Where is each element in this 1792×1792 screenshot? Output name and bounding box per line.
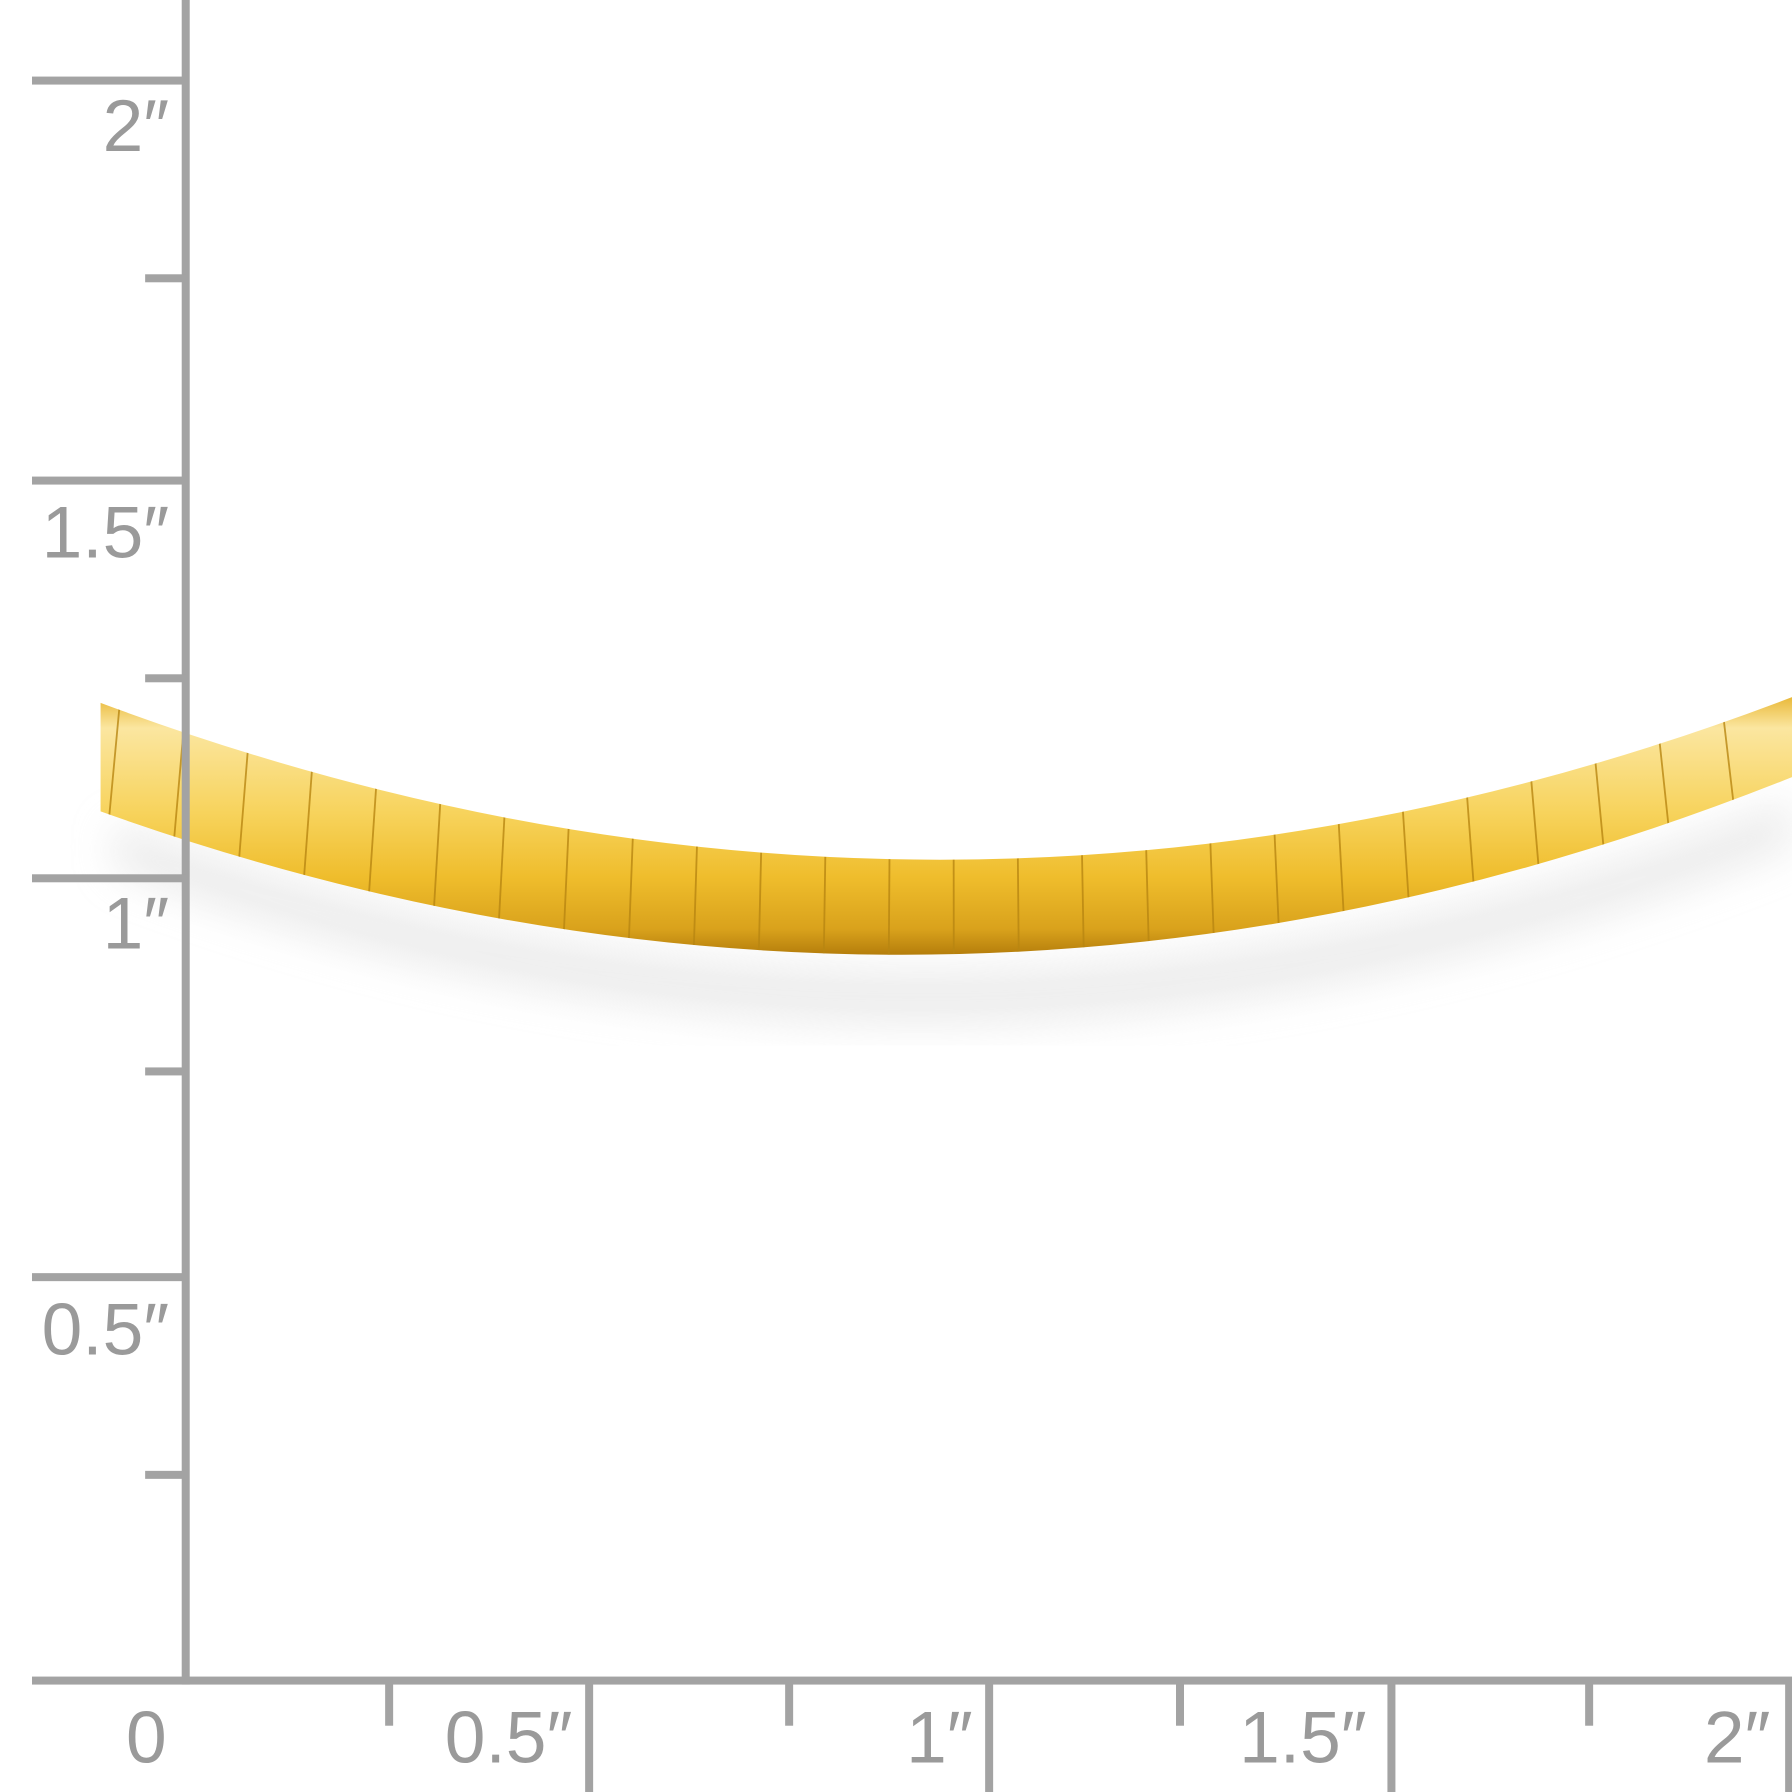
necklace-link-line xyxy=(303,770,313,877)
ruler-label: 2″ xyxy=(1704,1697,1771,1778)
ruler-major-tick xyxy=(985,1680,994,1792)
ruler-minor-tick xyxy=(1176,1680,1184,1726)
necklace-link-line xyxy=(1594,762,1605,846)
ruler-major-tick xyxy=(1387,1680,1396,1792)
ruler-major-tick xyxy=(32,874,187,883)
ruler-label: 0 xyxy=(126,1697,167,1778)
ruler-minor-tick xyxy=(145,274,187,283)
necklace-link-line xyxy=(1722,720,1735,802)
necklace-link-line xyxy=(1466,796,1475,883)
necklace-link-line xyxy=(498,817,506,920)
ruler-minor-tick xyxy=(145,1470,187,1479)
necklace-link-line xyxy=(108,707,121,817)
ruler-label: 1″ xyxy=(103,884,170,965)
necklace-link-line xyxy=(757,852,763,951)
necklace-link-line xyxy=(822,856,827,954)
ruler-minor-tick xyxy=(785,1680,794,1726)
necklace-link-line xyxy=(1209,843,1215,934)
necklace-link-line xyxy=(628,838,634,939)
necklace-link-line xyxy=(563,828,570,930)
necklace-link-line xyxy=(1402,810,1410,898)
ruler-label: 1.5″ xyxy=(1239,1697,1367,1778)
necklace xyxy=(100,697,1792,955)
ruler-label: 2″ xyxy=(103,86,170,167)
ruler xyxy=(32,0,1792,1792)
necklace-shadow xyxy=(114,800,1792,1024)
necklace-link-line xyxy=(1273,834,1280,924)
necklace-link-line xyxy=(1337,823,1345,912)
ruler-minor-tick xyxy=(145,1067,187,1076)
ruler-label: 1.5″ xyxy=(42,493,170,574)
ruler-vertical-bar xyxy=(181,0,190,1685)
ruler-minor-tick xyxy=(145,674,187,683)
necklace-link-line xyxy=(887,859,891,955)
ruler-horizontal-bar xyxy=(32,1676,1792,1685)
ruler-major-tick xyxy=(32,476,187,485)
ruler-major-tick xyxy=(32,1273,187,1282)
ruler-major-tick xyxy=(1785,1680,1792,1792)
ruler-label: 0.5″ xyxy=(42,1289,170,1370)
necklace-link-line xyxy=(1530,780,1540,865)
necklace-link-line xyxy=(1016,858,1020,952)
necklace-link-line xyxy=(1145,849,1150,942)
ruler-minor-tick xyxy=(1585,1680,1594,1726)
necklace-link-line xyxy=(433,803,442,907)
necklace-link-line xyxy=(1081,855,1085,948)
ruler-minor-tick xyxy=(385,1680,394,1726)
ruler-label: 1″ xyxy=(906,1697,973,1778)
necklace-segments xyxy=(108,707,1735,955)
ruler-major-tick xyxy=(585,1680,594,1792)
necklace-link-line xyxy=(692,846,698,946)
ruler-label: 0.5″ xyxy=(445,1697,573,1778)
necklace-link-line xyxy=(238,751,249,859)
ruler-major-tick xyxy=(32,76,187,85)
necklace-link-line xyxy=(368,788,377,893)
necklace-link-line xyxy=(1658,742,1670,825)
